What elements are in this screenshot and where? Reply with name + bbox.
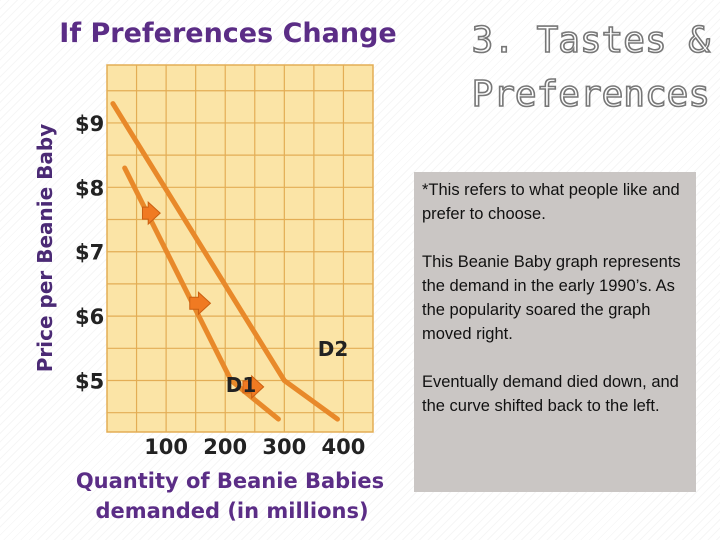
x-tick-label: 300 — [262, 435, 306, 459]
note-paragraph: Eventually demand died down, and the cur… — [422, 373, 679, 415]
plot-area — [107, 65, 373, 432]
curve-label-d1: D1 — [226, 373, 257, 397]
notes-panel: *This refers to what people like and pre… — [414, 172, 696, 492]
slide-title-line1: 3. Tastes & — [471, 19, 711, 62]
y-tick-label: $6 — [75, 305, 104, 329]
plot-border — [106, 64, 374, 433]
x-tick-label: 200 — [203, 435, 247, 459]
chart-title: If Preferences Change — [59, 18, 396, 49]
shift-right-arrow — [189, 291, 212, 316]
demand-curve-d1 — [122, 165, 281, 422]
y-tick-label: $8 — [75, 176, 104, 200]
x-tick-label: 400 — [322, 435, 366, 459]
note-paragraph: *This refers to what people like and pre… — [422, 181, 680, 223]
y-tick-label: $5 — [75, 369, 104, 393]
slide-title-line2: Preferences — [471, 73, 711, 116]
x-tick-label: 100 — [144, 435, 188, 459]
note-paragraph: This Beanie Baby graph represents the de… — [422, 253, 681, 343]
slide-title: 3. Tastes & Preferences — [430, 14, 711, 122]
demand-curve-d2 — [110, 101, 340, 422]
shift-right-arrow — [242, 374, 265, 400]
shift-right-arrow — [141, 200, 161, 226]
x-axis-label-line1: Quantity of Beanie Babies — [76, 469, 384, 493]
curve-label-d2: D2 — [318, 337, 349, 361]
x-axis-label-line2: demanded (in millions) — [95, 499, 368, 523]
y-tick-label: $9 — [75, 112, 104, 136]
y-axis-label: Price per Beanie Baby — [33, 124, 57, 373]
y-tick-label: $7 — [75, 241, 104, 265]
